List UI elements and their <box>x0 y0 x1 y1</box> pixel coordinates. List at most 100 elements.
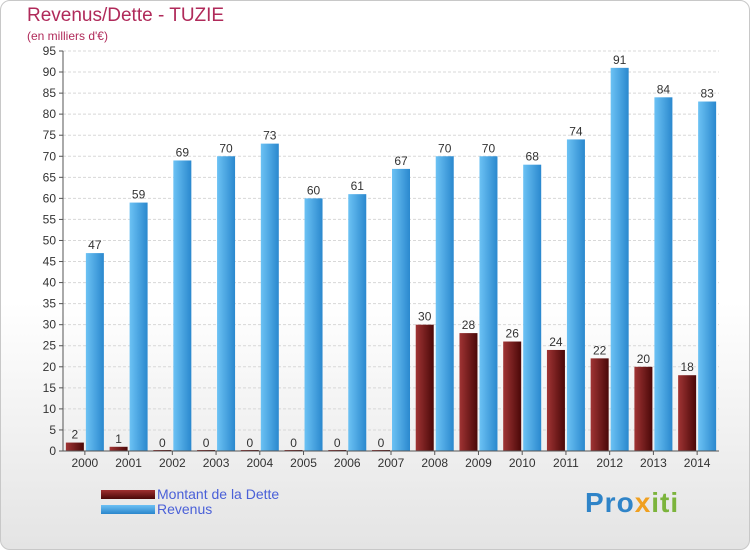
x-tick-label: 2001 <box>115 456 142 470</box>
x-tick-label: 2000 <box>72 456 99 470</box>
bar-revenus <box>129 202 148 451</box>
bar-dette <box>109 446 128 451</box>
bar-revenus <box>173 160 192 451</box>
y-tick-label: 5 <box>49 423 56 437</box>
bar-revenus <box>479 156 498 451</box>
bar-revenus <box>610 67 629 451</box>
data-label-dette: 0 <box>203 436 210 450</box>
y-tick-label: 95 <box>43 44 57 58</box>
data-label-dette: 0 <box>246 436 253 450</box>
x-tick-label: 2011 <box>553 456 579 470</box>
data-label-revenus: 84 <box>657 82 671 96</box>
data-label-revenus: 70 <box>482 141 496 155</box>
bar-revenus <box>523 164 542 451</box>
legend-label-dette: Montant de la Dette <box>157 486 280 502</box>
bar-revenus <box>566 139 585 451</box>
y-tick-label: 70 <box>43 149 57 163</box>
bar-revenus <box>654 97 673 451</box>
bar-dette <box>65 442 84 451</box>
bar-dette <box>678 375 697 451</box>
y-tick-label: 50 <box>43 233 57 247</box>
y-tick-label: 90 <box>43 65 57 79</box>
bars <box>65 67 717 452</box>
legend-swatch-dette <box>101 490 155 499</box>
chart-title: Revenus/Dette - TUZIE <box>27 5 225 26</box>
data-label-revenus: 83 <box>700 87 714 101</box>
data-label-revenus: 70 <box>219 141 233 155</box>
bar-dette <box>503 341 522 451</box>
y-tick-label: 65 <box>43 170 57 184</box>
bar-dette <box>546 349 565 451</box>
data-label-dette: 18 <box>680 360 694 374</box>
data-label-revenus: 60 <box>307 183 321 197</box>
data-label-dette: 0 <box>334 436 341 450</box>
bar-dette <box>459 333 478 451</box>
chart-subtitle: (en milliers d'€) <box>27 29 108 43</box>
grid-lines <box>63 50 719 452</box>
data-label-revenus: 70 <box>438 141 452 155</box>
bar-revenus <box>392 168 410 452</box>
data-label-revenus: 61 <box>351 179 365 193</box>
x-tick-label: 2005 <box>290 456 317 470</box>
data-label-dette: 0 <box>378 436 385 450</box>
y-tick-label: 60 <box>43 191 57 205</box>
bar-revenus <box>260 143 279 451</box>
bar-revenus <box>217 156 236 451</box>
data-label-revenus: 91 <box>613 53 627 67</box>
y-tick-label: 30 <box>43 318 57 332</box>
data-label-dette: 0 <box>159 436 166 450</box>
x-tick-label: 2009 <box>465 456 492 470</box>
y-tick-label: 10 <box>43 402 57 416</box>
data-label-dette: 24 <box>549 335 563 349</box>
legend-swatch-revenus <box>101 505 155 514</box>
x-tick-label: 2004 <box>246 456 273 470</box>
bar-revenus <box>435 156 454 451</box>
data-label-revenus: 59 <box>132 188 146 202</box>
bar-dette <box>415 324 434 451</box>
data-label-revenus: 68 <box>526 150 540 164</box>
y-tick-label: 35 <box>43 297 57 311</box>
x-tick-label: 2008 <box>421 456 448 470</box>
y-tick-label: 75 <box>43 128 57 142</box>
data-label-dette: 28 <box>462 318 476 332</box>
y-tick-label: 85 <box>43 86 57 100</box>
bar-revenus <box>348 194 367 451</box>
bar-revenus <box>698 101 717 452</box>
x-tick-label: 2006 <box>334 456 361 470</box>
data-label-dette: 20 <box>637 352 651 366</box>
y-tick-label: 0 <box>49 444 56 458</box>
bar-dette <box>590 358 609 451</box>
data-label-dette: 2 <box>72 428 79 442</box>
y-tick-label: 55 <box>43 212 57 226</box>
y-tick-label: 45 <box>43 255 57 269</box>
x-tick-label: 2010 <box>509 456 536 470</box>
data-label-dette: 26 <box>506 327 520 341</box>
data-label-revenus: 67 <box>394 154 408 168</box>
bar-revenus <box>304 198 323 451</box>
x-tick-label: 2014 <box>684 456 711 470</box>
data-label-dette: 1 <box>115 432 122 446</box>
data-label-revenus: 74 <box>569 124 583 138</box>
y-tick-label: 25 <box>43 339 57 353</box>
x-tick-label: 2013 <box>640 456 667 470</box>
labels: 0510152025303540455055606570758085909520… <box>43 44 714 470</box>
data-label-revenus: 73 <box>263 129 277 143</box>
y-tick-label: 15 <box>43 381 57 395</box>
bar-dette <box>634 366 653 451</box>
data-label-dette: 22 <box>593 343 607 357</box>
y-tick-label: 40 <box>43 276 57 290</box>
bar-revenus <box>85 253 104 451</box>
proxiti-logo: Proxiti <box>585 487 680 518</box>
data-label-revenus: 69 <box>176 145 190 159</box>
x-tick-label: 2002 <box>159 456 186 470</box>
legend-label-revenus: Revenus <box>157 501 213 517</box>
bar-chart: 0510152025303540455055606570758085909520… <box>43 44 719 470</box>
y-tick-label: 80 <box>43 107 57 121</box>
x-tick-label: 2003 <box>203 456 230 470</box>
data-label-dette: 0 <box>290 436 297 450</box>
data-label-revenus: 47 <box>88 238 102 252</box>
data-label-dette: 30 <box>418 310 432 324</box>
y-tick-label: 20 <box>43 360 57 374</box>
x-tick-label: 2012 <box>596 456 623 470</box>
